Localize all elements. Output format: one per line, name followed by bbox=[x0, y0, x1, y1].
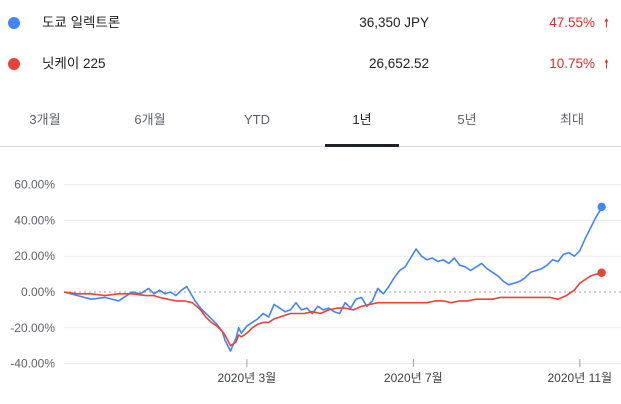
tab-1-year[interactable]: 1년 bbox=[325, 100, 399, 147]
legend-price: 26,652.52 bbox=[368, 56, 429, 71]
legend-row-nikkei[interactable]: 닛케이 225 26,652.52 10.75% 🠕 bbox=[0, 53, 621, 75]
tab-6-months[interactable]: 6개월 bbox=[134, 112, 166, 127]
y-tick-label: -40.00% bbox=[10, 357, 55, 371]
legend-change: 47.55% bbox=[549, 15, 595, 30]
series-line-tokyo-electron bbox=[63, 207, 603, 352]
y-tick-label: 60.00% bbox=[14, 178, 55, 192]
legend-price: 36,350 JPY bbox=[359, 15, 429, 30]
x-tick-label: 2020년 7월 bbox=[384, 371, 443, 385]
y-tick-label: -20.00% bbox=[10, 321, 55, 335]
tab-ytd[interactable]: YTD bbox=[244, 112, 270, 127]
tab-3-months[interactable]: 3개월 bbox=[29, 112, 61, 127]
tab-max[interactable]: 최대 bbox=[560, 112, 584, 127]
y-tick-label: 0.00% bbox=[21, 285, 55, 299]
up-arrow-icon: 🠕 bbox=[603, 57, 609, 71]
x-tick-label: 2020년 3월 bbox=[217, 371, 276, 385]
tab-5-years[interactable]: 5년 bbox=[457, 112, 477, 127]
series-end-dot-tokyo-electron bbox=[597, 202, 606, 212]
series-line-nikkei bbox=[63, 273, 602, 347]
y-tick-label: 40.00% bbox=[14, 213, 55, 227]
series-end-dot-nikkei bbox=[597, 268, 606, 277]
legend-dot-red bbox=[8, 58, 20, 70]
legend-name: 닛케이 225 bbox=[42, 56, 106, 71]
range-tabs: 3개월 6개월 YTD 1년 5년 최대 bbox=[0, 100, 621, 147]
comparison-line-chart: 60.00% 40.00% 20.00% 0.00% -20.00% -40.00% 202… bbox=[10, 178, 621, 385]
legend-name: 도쿄 일렉트론 bbox=[42, 15, 121, 30]
x-tick-label: 2020년 11월 bbox=[548, 371, 613, 385]
up-arrow-icon: 🠕 bbox=[603, 16, 609, 30]
legend-row-tokyo-electron[interactable]: 도쿄 일렉트론 36,350 JPY 47.55% 🠕 bbox=[0, 12, 621, 34]
legend-dot-blue bbox=[8, 17, 20, 29]
legend-change: 10.75% bbox=[549, 56, 595, 71]
y-tick-label: 20.00% bbox=[14, 249, 55, 263]
